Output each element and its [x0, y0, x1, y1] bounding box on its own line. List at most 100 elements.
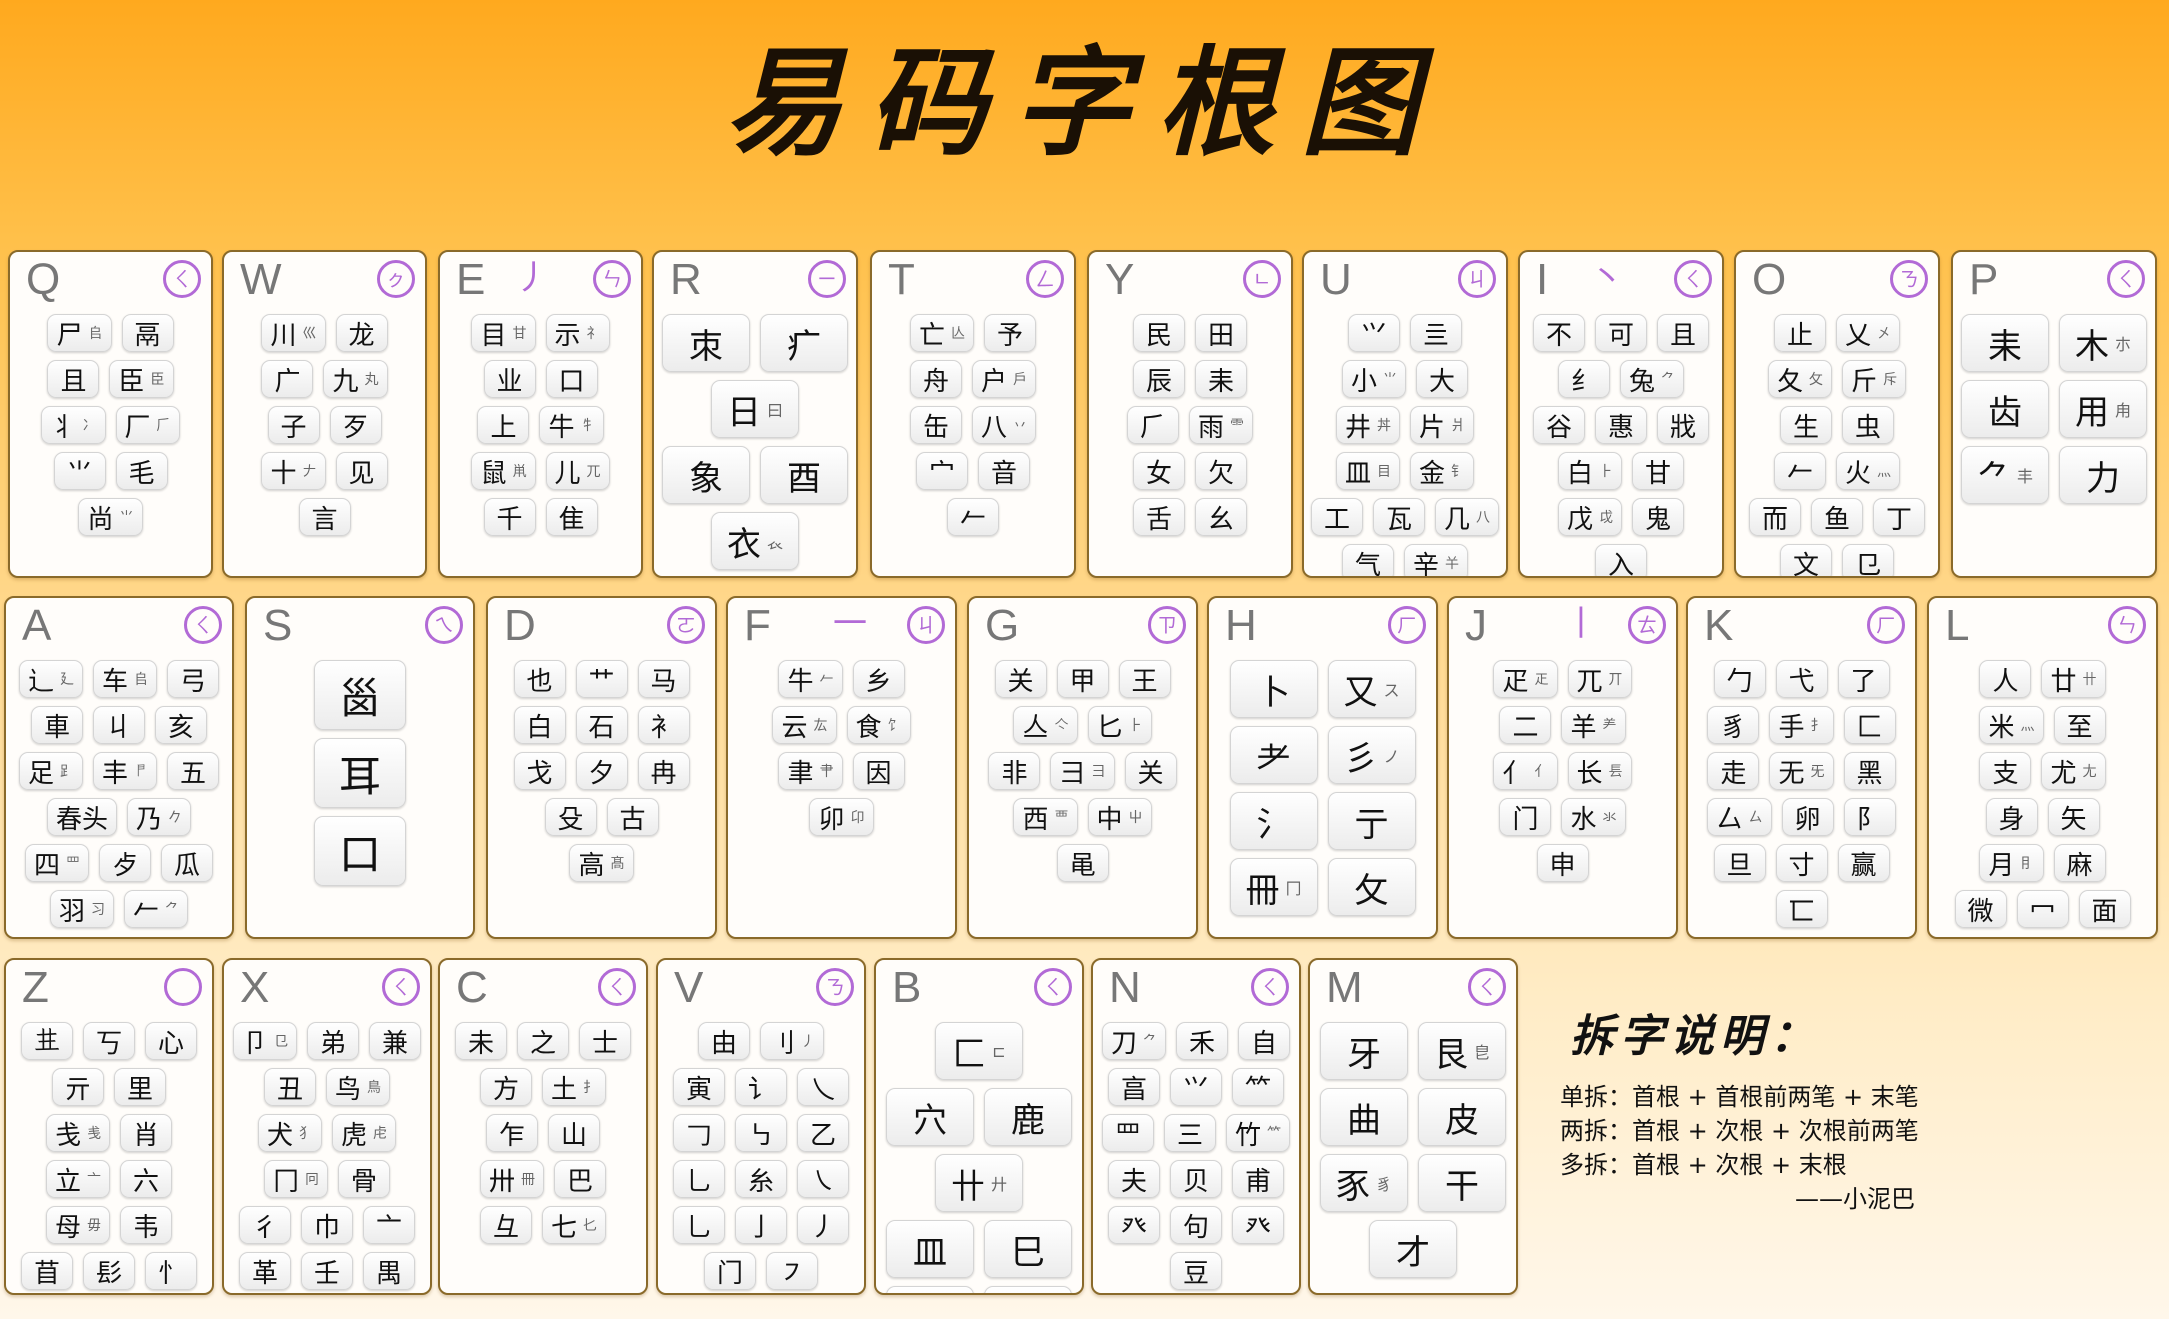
root-key: 亠: [363, 1206, 415, 1244]
root-key: 瓜: [161, 844, 213, 882]
root-key: 金钅: [1410, 452, 1475, 490]
root-char: 雨: [1197, 412, 1224, 443]
root-variant: ⊏: [992, 1041, 1006, 1061]
root-char: 春头: [55, 804, 108, 835]
root-key: 业: [483, 360, 536, 398]
root-row: 齿用甪: [1953, 380, 2155, 438]
root-row: 牙艮皀: [1310, 1022, 1516, 1080]
root-row: 日曰: [654, 380, 856, 438]
root-variant: 卄: [2082, 672, 2097, 688]
root-key: 儿兀: [545, 452, 610, 490]
root-variant: 罒: [66, 856, 80, 872]
root-key: 弟: [307, 1022, 359, 1060]
root-key: 𠂉: [1773, 452, 1826, 490]
stroke-type-icon: ㄑ: [382, 968, 420, 1006]
root-key: 句: [1170, 1206, 1222, 1244]
root-rows: 勹弋了豸手扌匚走无旡黑厶ㄙ卵阝旦寸赢匸: [1688, 660, 1915, 936]
root-key: 匕⺊: [1087, 706, 1152, 744]
root-char: 未: [467, 1028, 494, 1059]
root-char: 亅: [747, 1212, 774, 1243]
root-char: 句: [1182, 1212, 1209, 1243]
key-letter: C: [456, 963, 488, 1012]
root-key: 犬犭: [257, 1114, 322, 1152]
root-variant: 八: [1476, 510, 1490, 526]
root-char: 兀: [1576, 666, 1603, 697]
root-rows: 民田辰耒⺁雨⻗女欠舌幺: [1089, 314, 1291, 544]
root-key: 寅: [673, 1068, 725, 1106]
root-variant: 丿: [801, 1034, 815, 1050]
root-key: 才: [1369, 1220, 1457, 1278]
root-key: 卜: [1229, 660, 1318, 718]
root-char: 广: [274, 366, 301, 397]
root-key: 亅: [735, 1206, 787, 1244]
root-key: 彡ノ: [1327, 726, 1416, 784]
root-char: 文: [1792, 550, 1819, 578]
root-variant: 扌: [583, 1080, 597, 1096]
root-row: 車丩亥: [6, 706, 232, 744]
root-char: 辰: [1145, 366, 1172, 397]
root-char: 王: [1131, 666, 1158, 697]
root-rows: 卩⺋弟兼丑鸟鳥犬犭虎虍冂冋骨彳巾亠革壬禺: [224, 1022, 430, 1293]
root-row: 丑鸟鳥: [224, 1068, 430, 1106]
root-row: 申: [1449, 844, 1676, 882]
root-key: 𠂉 ⺈: [124, 890, 189, 928]
root-row: 文㔾: [1736, 544, 1938, 578]
root-key: 壬: [301, 1252, 353, 1290]
root-char: 止: [1786, 320, 1813, 351]
root-char: 才: [1396, 1232, 1430, 1273]
root-variant: 㐅: [1877, 326, 1891, 342]
root-key: 五: [167, 752, 220, 790]
root-char: 𠂉: [1786, 458, 1813, 489]
root-key: 辶廴: [18, 660, 83, 698]
stroke-type-icon: ㄣ: [2108, 606, 2146, 644]
root-key: 大: [1416, 360, 1468, 398]
key-letter: L: [1945, 601, 1970, 650]
root-key: 千: [483, 498, 536, 536]
root-key: ⺍: [1170, 1068, 1222, 1106]
root-key: 戋㦮: [45, 1114, 110, 1152]
root-char: 象: [689, 458, 723, 499]
root-key: 亡亾: [909, 314, 974, 352]
root-char: 匚: [1856, 712, 1883, 743]
root-variant: 冫: [82, 418, 97, 434]
key-card-i: I 丶ㄑ不可且纟兔⺈谷惠戕白⺊甘戊戉鬼入: [1518, 250, 1724, 578]
root-char: 豆: [1182, 1258, 1209, 1289]
root-row: 关甲王: [969, 660, 1196, 698]
root-char: 千: [496, 504, 523, 535]
root-variant: ㄙ: [1748, 810, 1763, 826]
root-key: 山: [548, 1114, 600, 1152]
root-key: 鱼: [1811, 498, 1863, 536]
root-key: 士: [579, 1022, 631, 1060]
key-card-q: Q ㄑ尸 𠂤 鬲且臣臣丬冫厂 𠂆 ⺌毛尚⺌: [8, 250, 213, 578]
root-variant: 廴: [60, 672, 74, 688]
root-rows: 疋 𤴓 兀丌二羊⺶亻⺅长镸门水氺申: [1449, 660, 1676, 890]
root-key: 廿卄: [2041, 660, 2106, 698]
root-char: 车: [102, 666, 129, 697]
root-variant: 臣: [150, 372, 165, 388]
root-key: 用甪: [2059, 380, 2147, 438]
root-key: 皿: [886, 1220, 974, 1278]
root-key: 皮: [1418, 1088, 1506, 1146]
root-variant: ⺊: [1599, 464, 1613, 480]
root-char: 无: [1778, 758, 1805, 789]
root-key: 舟: [909, 360, 962, 398]
root-key: 缶: [909, 406, 962, 444]
root-key: 又ス: [1327, 660, 1416, 718]
root-char: 豸: [1720, 712, 1747, 743]
root-key: 田: [1195, 314, 1247, 352]
root-variant: 巛: [302, 326, 317, 342]
note-line-double: 两拆：首根 + 次根 + 次根前两笔: [1560, 1117, 1919, 1145]
root-rows: 匚⊏穴鹿卄廾皿巳刂爪爫: [876, 1022, 1082, 1293]
root-key: 戊戉: [1557, 498, 1622, 536]
root-char: 丰: [102, 758, 129, 789]
root-key: 幺: [1195, 498, 1247, 536]
root-variant: 鳥: [367, 1080, 381, 1096]
root-key: 鬼: [1632, 498, 1684, 536]
root-char: 尤: [2050, 758, 2077, 789]
root-row: 谷惠戕: [1520, 406, 1722, 444]
root-char: 甫: [1244, 1166, 1271, 1197]
root-char: 弓: [180, 666, 207, 697]
